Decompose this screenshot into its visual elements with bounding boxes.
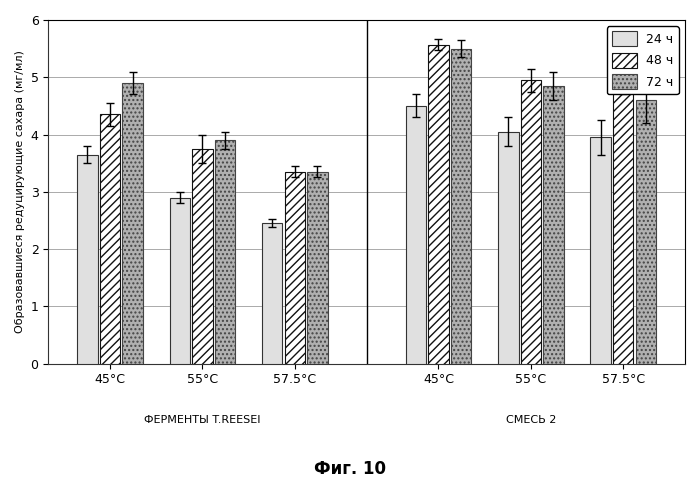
- Bar: [543, 86, 564, 364]
- Bar: [428, 44, 449, 364]
- Bar: [100, 114, 120, 364]
- Bar: [307, 172, 328, 364]
- Text: Фиг. 10: Фиг. 10: [314, 460, 386, 478]
- Bar: [193, 149, 213, 364]
- Bar: [77, 155, 98, 364]
- Bar: [613, 83, 634, 364]
- Bar: [521, 80, 541, 364]
- Bar: [636, 100, 656, 364]
- Text: СМЕСЬ 2: СМЕСЬ 2: [505, 415, 556, 425]
- Bar: [451, 49, 471, 364]
- Bar: [590, 137, 611, 364]
- Bar: [262, 223, 283, 364]
- Bar: [122, 83, 143, 364]
- Bar: [215, 140, 235, 364]
- Bar: [498, 132, 519, 364]
- Bar: [284, 172, 305, 364]
- Legend: 24 ч, 48 ч, 72 ч: 24 ч, 48 ч, 72 ч: [606, 26, 679, 95]
- Y-axis label: Образовавшиеся редуцирующие сахара (мг/мл): Образовавшиеся редуцирующие сахара (мг/м…: [15, 50, 25, 333]
- Bar: [405, 106, 426, 364]
- Bar: [169, 198, 190, 364]
- Text: ФЕРМЕНТЫ T.REESEI: ФЕРМЕНТЫ T.REESEI: [144, 415, 260, 425]
